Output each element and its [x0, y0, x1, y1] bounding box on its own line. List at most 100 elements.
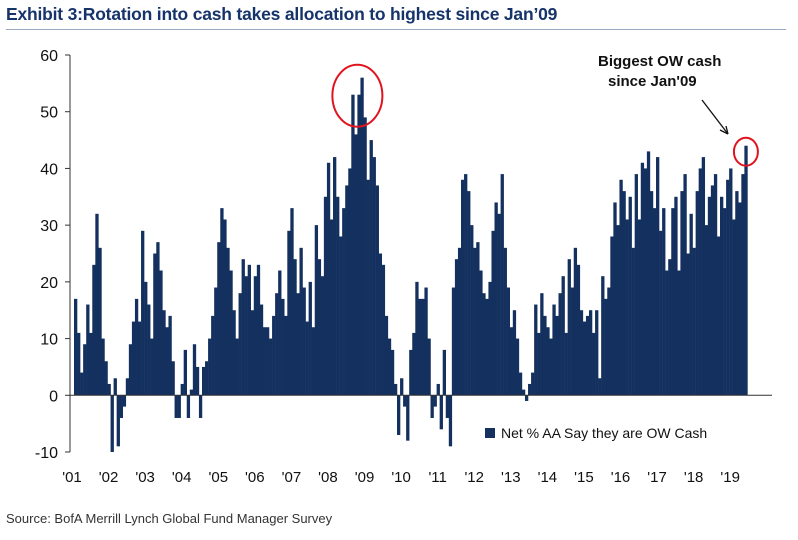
bar — [625, 219, 629, 396]
bar — [83, 344, 87, 396]
bar — [107, 383, 111, 396]
bar — [339, 236, 343, 396]
bar — [156, 242, 160, 396]
bar — [546, 327, 550, 396]
bar — [168, 315, 172, 396]
bar — [515, 338, 520, 396]
bar — [701, 157, 706, 396]
bar — [543, 315, 547, 396]
bar — [479, 270, 483, 396]
bar — [424, 287, 428, 396]
bar — [357, 94, 361, 396]
bar — [613, 202, 617, 396]
bar — [144, 281, 148, 396]
bar — [582, 321, 587, 396]
bar — [610, 236, 614, 396]
bar — [503, 247, 507, 396]
bar — [677, 270, 681, 396]
bar — [198, 395, 203, 418]
bar — [174, 395, 178, 418]
bar — [287, 230, 291, 396]
bar — [442, 349, 447, 396]
chart-title: Exhibit 3:Rotation into cash takes alloc… — [6, 4, 558, 24]
bar — [390, 349, 395, 396]
bar — [628, 196, 632, 396]
bar — [393, 383, 398, 396]
bar — [241, 259, 245, 396]
bar — [134, 298, 139, 396]
x-tick-label: '05 — [208, 469, 228, 486]
bar — [604, 298, 608, 396]
bar — [208, 338, 212, 396]
bar — [457, 247, 462, 396]
bar — [418, 298, 422, 396]
x-tick-label: '07 — [282, 469, 302, 486]
legend: Net % AA Say they are OW Cash — [485, 425, 707, 441]
bar — [735, 191, 739, 396]
x-tick-label: '17 — [647, 469, 667, 486]
bar — [147, 304, 151, 396]
bar — [476, 242, 480, 396]
bars-group — [74, 77, 748, 452]
bar — [110, 395, 114, 452]
bar — [555, 315, 559, 396]
bar — [552, 304, 556, 396]
bar — [244, 276, 248, 396]
bar — [400, 378, 404, 396]
bar — [698, 168, 702, 396]
y-tick-label: 40 — [40, 161, 58, 178]
bar — [616, 225, 620, 396]
bar — [89, 332, 93, 396]
bar — [619, 179, 623, 396]
bar — [467, 191, 471, 396]
bar — [177, 395, 181, 418]
peak-highlight-circle — [331, 63, 384, 128]
bar — [284, 315, 288, 396]
bar — [80, 372, 84, 396]
bar — [232, 310, 236, 396]
bar — [137, 321, 142, 396]
bar — [235, 338, 239, 396]
bar — [217, 242, 221, 396]
bar — [704, 225, 709, 396]
x-tick-label: '14 — [538, 469, 558, 486]
bar — [683, 174, 687, 396]
bar — [707, 196, 712, 396]
title-divider — [6, 29, 786, 30]
legend-label: Net % AA Say they are OW Cash — [501, 425, 707, 441]
bar — [500, 174, 504, 396]
bar — [345, 185, 349, 396]
bar — [141, 230, 145, 396]
bar — [637, 219, 642, 396]
x-tick-label: '02 — [99, 469, 119, 486]
bar — [744, 145, 748, 396]
bar — [622, 191, 626, 396]
bar — [558, 293, 562, 396]
bar — [201, 366, 206, 396]
bar — [125, 378, 130, 396]
bar — [412, 332, 416, 396]
bar — [723, 208, 727, 396]
bar — [372, 157, 376, 396]
bar — [314, 225, 319, 396]
bar — [77, 332, 81, 396]
bar — [305, 321, 309, 396]
bar — [159, 270, 163, 396]
bar — [732, 219, 736, 396]
bar — [211, 315, 215, 396]
bar — [351, 94, 355, 396]
bar — [329, 219, 334, 396]
bar — [607, 287, 611, 396]
bar — [491, 230, 495, 396]
legend-swatch — [485, 428, 495, 438]
bar — [512, 310, 517, 396]
bar — [308, 281, 312, 396]
bar — [726, 179, 730, 396]
bar — [354, 134, 358, 396]
bar — [720, 196, 724, 396]
bar — [464, 174, 468, 396]
bar — [250, 310, 255, 396]
bar — [128, 344, 133, 396]
bar — [436, 383, 440, 396]
bar — [713, 174, 718, 396]
